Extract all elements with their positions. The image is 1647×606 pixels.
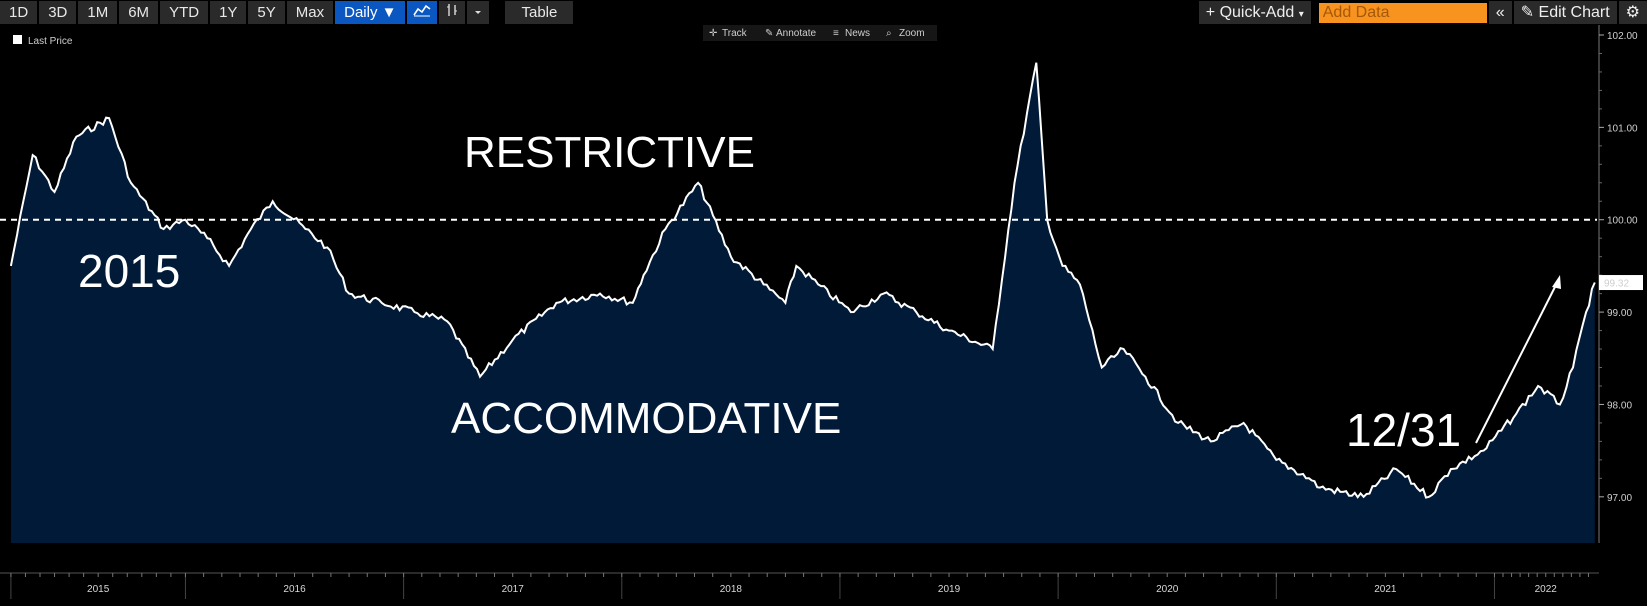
range-1y-button[interactable]: 1Y [210, 1, 247, 24]
chart-canvas: ✛ Track ✎ Annotate ≡ News ⌕ Zoom Last Pr… [0, 25, 1647, 606]
annotate-pen-icon[interactable]: ✎ [765, 28, 773, 39]
quick-add-dropdown-icon: ▾ [1298, 9, 1304, 20]
date-1231-annotation: 12/31 [1346, 404, 1461, 456]
zoom-magnifier-icon[interactable]: ⌕ [886, 28, 892, 39]
edit-chart-label: Edit Chart [1538, 4, 1610, 21]
range-ytd-button[interactable]: YTD [160, 1, 209, 24]
last-price-marker: 99.32 [1599, 275, 1643, 291]
pencil-icon: ✎ [1520, 4, 1535, 21]
price-area [10, 62, 1595, 543]
year-2015-annotation: 2015 [78, 245, 180, 297]
settings-gear-icon[interactable]: ⚙ [1618, 1, 1647, 24]
range-6m-button[interactable]: 6M [119, 1, 159, 24]
x-tick-label: 2016 [283, 584, 306, 595]
quick-add-button[interactable]: + Quick-Add ▾ [1198, 1, 1311, 24]
bar-chart-icon[interactable] [439, 1, 466, 24]
chart-actions: + Quick-Add ▾ « ✎ Edit Chart ⚙ [1197, 0, 1647, 25]
last-price-label: 99.32 [1604, 279, 1629, 290]
legend-swatch[interactable] [13, 35, 22, 44]
price-line [9, 62, 1596, 499]
restrictive-annotation: RESTRICTIVE [464, 128, 755, 177]
crosshair-icon[interactable]: ✛ [709, 28, 717, 39]
range-5y-button[interactable]: 5Y [248, 1, 285, 24]
news-button[interactable]: News [845, 28, 870, 39]
collapse-panel-icon[interactable]: « [1488, 1, 1512, 24]
x-tick-label: 2022 [1535, 584, 1558, 595]
y-tick-label: 98.00 [1607, 400, 1632, 411]
range-1m-button[interactable]: 1M [78, 1, 118, 24]
legend: Last Price [13, 35, 73, 47]
zoom-button[interactable]: Zoom [899, 28, 925, 39]
annotate-button[interactable]: Annotate [776, 28, 816, 39]
last-price-box [1599, 275, 1643, 291]
line-chart-icon[interactable] [407, 1, 438, 24]
y-tick-label: 100.00 [1607, 216, 1638, 227]
y-tick-label: 97.00 [1607, 493, 1632, 504]
y-tick-label: 101.00 [1607, 123, 1638, 134]
x-tick-label: 2015 [87, 584, 110, 595]
y-tick-label: 99.00 [1607, 308, 1632, 319]
range-1d-button[interactable]: 1D [0, 1, 38, 24]
news-icon[interactable]: ≡ [833, 28, 839, 39]
x-tick-label: 2019 [938, 584, 961, 595]
chart-tools-bar [703, 25, 937, 41]
x-axis: 2015 2016 2017 2018 2019 2020 2021 2022 [0, 572, 1599, 599]
edit-chart-button[interactable]: ✎ Edit Chart [1513, 1, 1617, 24]
chart-type-dropdown-icon[interactable] [467, 1, 490, 24]
x-tick-label: 2021 [1374, 584, 1397, 595]
y-tick-label: 102.00 [1607, 31, 1638, 42]
track-button[interactable]: Track [722, 28, 748, 39]
trend-arrow [1475, 275, 1561, 444]
accommodative-annotation: ACCOMMODATIVE [451, 394, 841, 443]
range-max-button[interactable]: Max [286, 1, 334, 24]
x-tick-label: 2018 [720, 584, 743, 595]
x-tick-label: 2017 [502, 584, 525, 595]
chart-tools: ✛ Track ✎ Annotate ≡ News ⌕ Zoom [703, 25, 937, 41]
x-tick-label: 2020 [1156, 584, 1179, 595]
table-button[interactable]: Table [505, 1, 574, 24]
frequency-dropdown[interactable]: Daily ▼ [335, 1, 406, 24]
quick-add-label: + Quick-Add [1205, 4, 1295, 21]
legend-label: Last Price [28, 36, 73, 47]
add-data-input[interactable] [1318, 2, 1487, 23]
range-3d-button[interactable]: 3D [39, 1, 77, 24]
